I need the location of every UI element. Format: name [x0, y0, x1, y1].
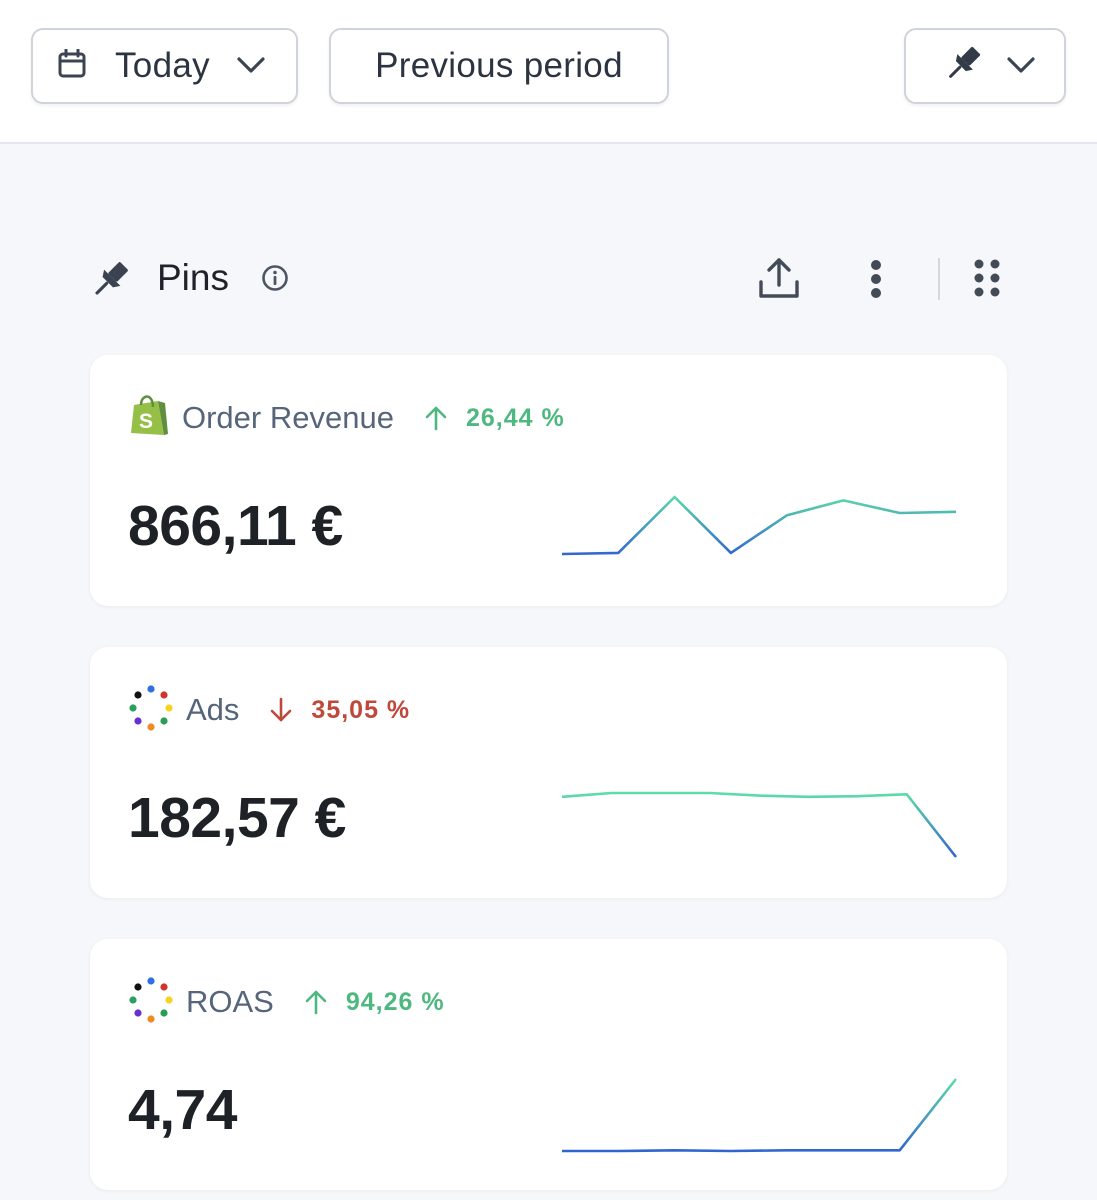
metric-name: ROAS [186, 984, 274, 1019]
date-range-label: Today [115, 46, 210, 85]
card-header: S Order Revenue 26,44 % [128, 393, 565, 444]
dots-ring-icon [128, 976, 174, 1028]
sparkline-chart [561, 495, 957, 556]
metric-name: Order Revenue [182, 400, 394, 435]
sparkline [562, 1078, 958, 1153]
change-value: 35,05 % [311, 695, 411, 724]
arrow-down-icon [271, 697, 292, 722]
toolbar-divider [938, 258, 940, 300]
sparkline [561, 495, 957, 556]
pin-icon [88, 258, 132, 307]
chevron-down-icon [1006, 55, 1036, 80]
date-range-dropdown[interactable]: Today [31, 28, 298, 104]
compare-period-button[interactable]: Previous period [329, 28, 669, 104]
metric-value: 4,74 [128, 1078, 237, 1142]
metric-value: 182,57 € [128, 786, 346, 850]
pin-icon [942, 43, 984, 90]
info-icon[interactable] [261, 264, 289, 297]
card-header: Ads 35,05 % [128, 684, 410, 736]
chevron-down-icon [236, 55, 266, 80]
top-toolbar: Today Previous period [0, 0, 1097, 144]
compare-period-label: Previous period [375, 46, 623, 85]
more-vertical-icon[interactable] [868, 258, 884, 307]
grid-drag-icon[interactable] [972, 258, 1002, 307]
metric-card-ads[interactable]: Ads 35,05 % 182,57 € [90, 647, 1007, 898]
metric-card-roas[interactable]: ROAS 94,26 % 4,74 [90, 939, 1007, 1190]
shopify-icon: S [128, 393, 170, 444]
change-indicator: 94,26 % [304, 988, 445, 1017]
calendar-icon [57, 48, 87, 84]
metric-card-order-revenue[interactable]: S Order Revenue 26,44 % 866,11 € [90, 355, 1007, 606]
change-value: 26,44 % [465, 403, 565, 432]
metric-value: 866,11 € [128, 494, 343, 558]
metric-name: Ads [186, 692, 240, 727]
sparkline [561, 791, 958, 858]
pin-menu-dropdown[interactable] [904, 28, 1066, 104]
sparkline-chart [562, 1078, 958, 1153]
share-icon[interactable] [756, 256, 802, 307]
dots-ring-icon [128, 684, 174, 736]
sparkline-chart [561, 791, 958, 858]
card-header: ROAS 94,26 % [128, 976, 445, 1028]
section-title: Pins [157, 257, 229, 298]
change-value: 94,26 % [345, 987, 445, 1016]
svg-text:S: S [139, 410, 153, 433]
change-indicator: 26,44 % [424, 404, 565, 433]
pins-section-header: Pins [86, 252, 1006, 308]
arrow-up-icon [425, 406, 447, 431]
change-indicator: 35,05 % [269, 696, 410, 725]
arrow-up-icon [305, 990, 327, 1015]
